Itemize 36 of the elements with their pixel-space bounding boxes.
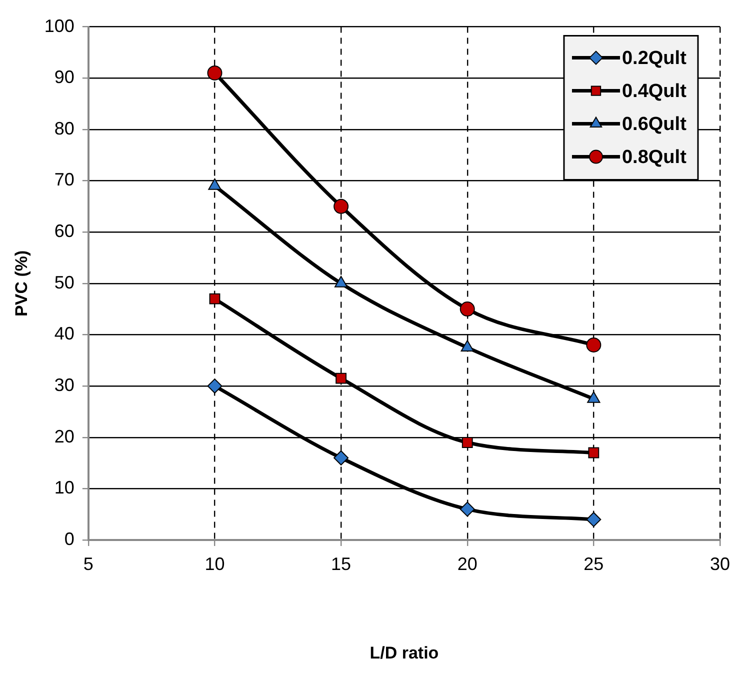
point xyxy=(586,337,602,352)
point xyxy=(460,302,475,317)
point xyxy=(207,378,222,394)
point xyxy=(336,372,347,384)
x-tick-label: 30 xyxy=(710,554,730,574)
legend-label: 0.4Qult xyxy=(622,81,688,102)
point xyxy=(334,450,349,466)
point xyxy=(460,502,475,517)
point xyxy=(462,437,473,448)
y-tick-label: 100 xyxy=(44,16,74,36)
point xyxy=(207,65,222,80)
legend-label: 0.6Qult xyxy=(622,114,688,136)
y-tick-label: 50 xyxy=(54,272,74,292)
y-axis-title: PVC (%) xyxy=(12,250,31,316)
x-tick-label: 5 xyxy=(83,554,94,574)
point xyxy=(460,340,474,352)
point xyxy=(209,293,220,304)
y-tick-label: 0 xyxy=(64,528,74,549)
x-tick-label: 20 xyxy=(457,554,478,574)
x-tick-label: 15 xyxy=(331,554,352,574)
y-tick-label: 60 xyxy=(54,221,74,242)
y-tick-label: 90 xyxy=(54,67,74,88)
y-tick-label: 70 xyxy=(54,170,74,190)
legend-label: 0.2Qult xyxy=(622,48,688,70)
point xyxy=(334,198,349,214)
x-tick-label: 25 xyxy=(584,554,604,574)
x-tick-label: 10 xyxy=(204,554,225,574)
point xyxy=(586,512,602,527)
point xyxy=(588,447,600,458)
y-tick-label: 80 xyxy=(54,118,74,138)
y-tick-label: 40 xyxy=(54,324,74,344)
y-tick-label: 20 xyxy=(54,426,74,446)
legend-label: 0.8Qult xyxy=(622,147,688,168)
x-axis-title: L/D ratio xyxy=(370,643,439,662)
y-tick-label: 30 xyxy=(54,375,74,396)
y-tick-label: 10 xyxy=(54,478,74,498)
